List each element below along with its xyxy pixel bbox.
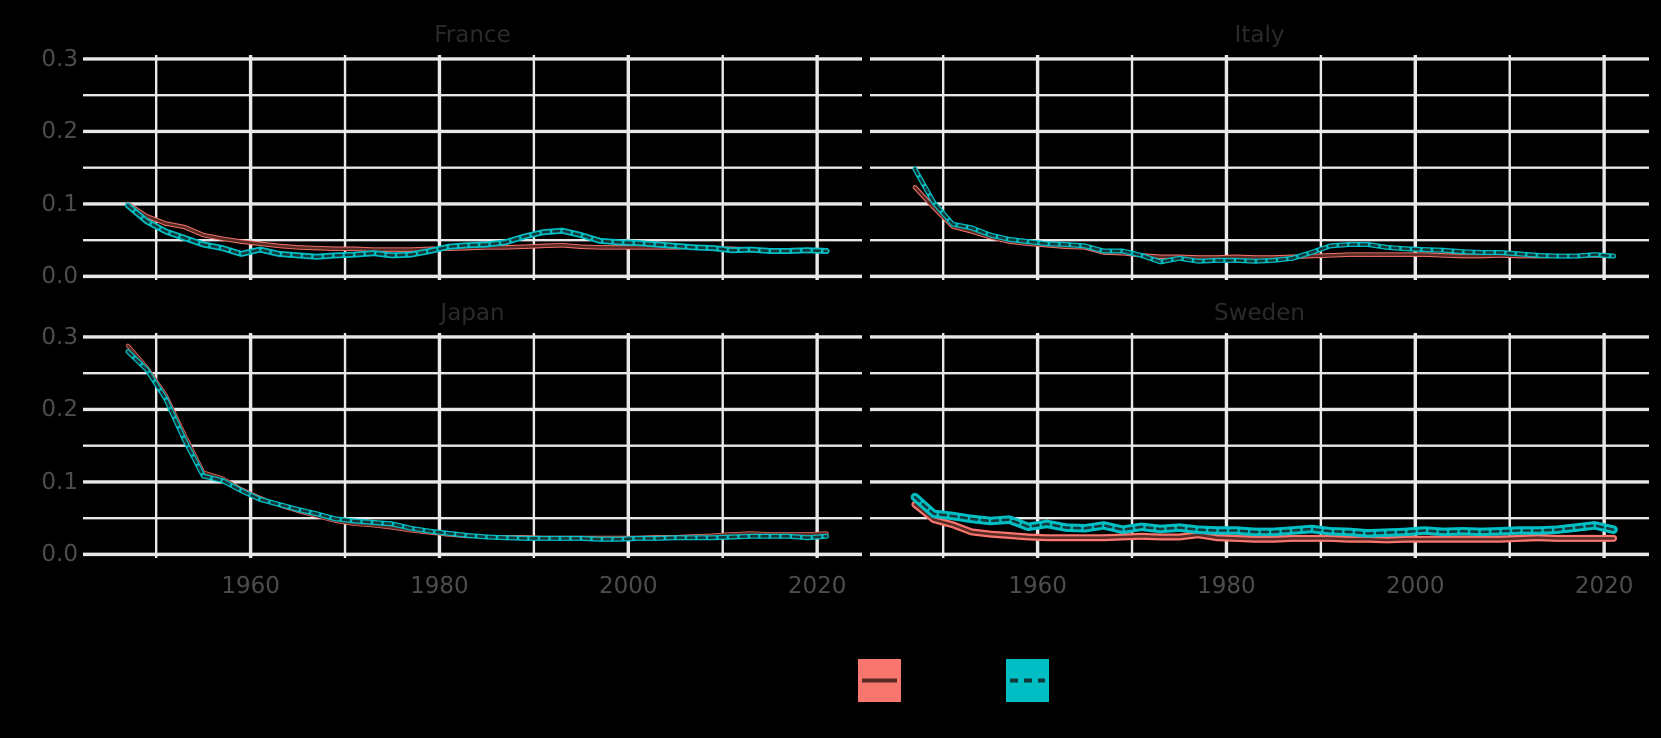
line-dashed bbox=[126, 350, 828, 541]
x-axis-label-2020: 2020 bbox=[787, 573, 847, 599]
gridlines bbox=[870, 333, 1649, 558]
x-axis-label-1980: 1980 bbox=[1197, 573, 1256, 599]
x-axis-label-2020: 2020 bbox=[1574, 573, 1634, 599]
y-axis-label-0.2: 0.2 bbox=[41, 118, 78, 145]
gridlines bbox=[870, 55, 1649, 280]
gridlines bbox=[83, 333, 862, 558]
x-axis-label-1980: 1980 bbox=[410, 573, 469, 599]
x-axis-label-1960: 1960 bbox=[1008, 573, 1067, 599]
x-axis-label-1960: 1960 bbox=[221, 573, 280, 599]
line-dashed bbox=[126, 204, 828, 259]
line-solid bbox=[913, 503, 1615, 542]
y-axis-label-0.2: 0.2 bbox=[41, 396, 78, 423]
legend bbox=[858, 659, 1154, 702]
facet-france: France bbox=[83, 15, 862, 280]
line-dashed bbox=[913, 495, 1615, 535]
panel-japan bbox=[83, 333, 862, 558]
x-axis-label-2000: 2000 bbox=[1386, 573, 1445, 599]
y-axis-label-0.1: 0.1 bbox=[41, 190, 78, 217]
legend-label-solid bbox=[901, 659, 1006, 702]
facet-title-italy: Italy bbox=[1234, 22, 1285, 48]
x-axis-label-2000: 2000 bbox=[599, 573, 658, 599]
legend-key-dashed-line bbox=[1006, 659, 1049, 702]
legend-label-dashed bbox=[1049, 659, 1154, 702]
facet-sweden: Sweden bbox=[870, 293, 1649, 558]
legend-key-dashed bbox=[1006, 659, 1049, 702]
legend-key-solid bbox=[858, 659, 901, 702]
facet-title-france: France bbox=[434, 22, 511, 48]
facet-japan: Japan bbox=[83, 293, 862, 558]
facet-title-sweden: Sweden bbox=[1214, 300, 1305, 326]
facet-title-japan: Japan bbox=[440, 300, 505, 326]
y-axis-label-0.0: 0.0 bbox=[41, 263, 78, 290]
line-dashed bbox=[913, 167, 1615, 264]
y-axis-label-0.3: 0.3 bbox=[41, 323, 78, 350]
panel-france bbox=[83, 55, 862, 280]
y-axis-label-0.1: 0.1 bbox=[41, 468, 78, 495]
facet-italy: Italy bbox=[870, 15, 1649, 280]
y-axis-label-0.3: 0.3 bbox=[41, 45, 78, 72]
y-axis-label-0.0: 0.0 bbox=[41, 541, 78, 568]
panel-sweden bbox=[870, 333, 1649, 558]
legend-key-solid-line bbox=[858, 659, 901, 702]
panel-italy bbox=[870, 55, 1649, 280]
